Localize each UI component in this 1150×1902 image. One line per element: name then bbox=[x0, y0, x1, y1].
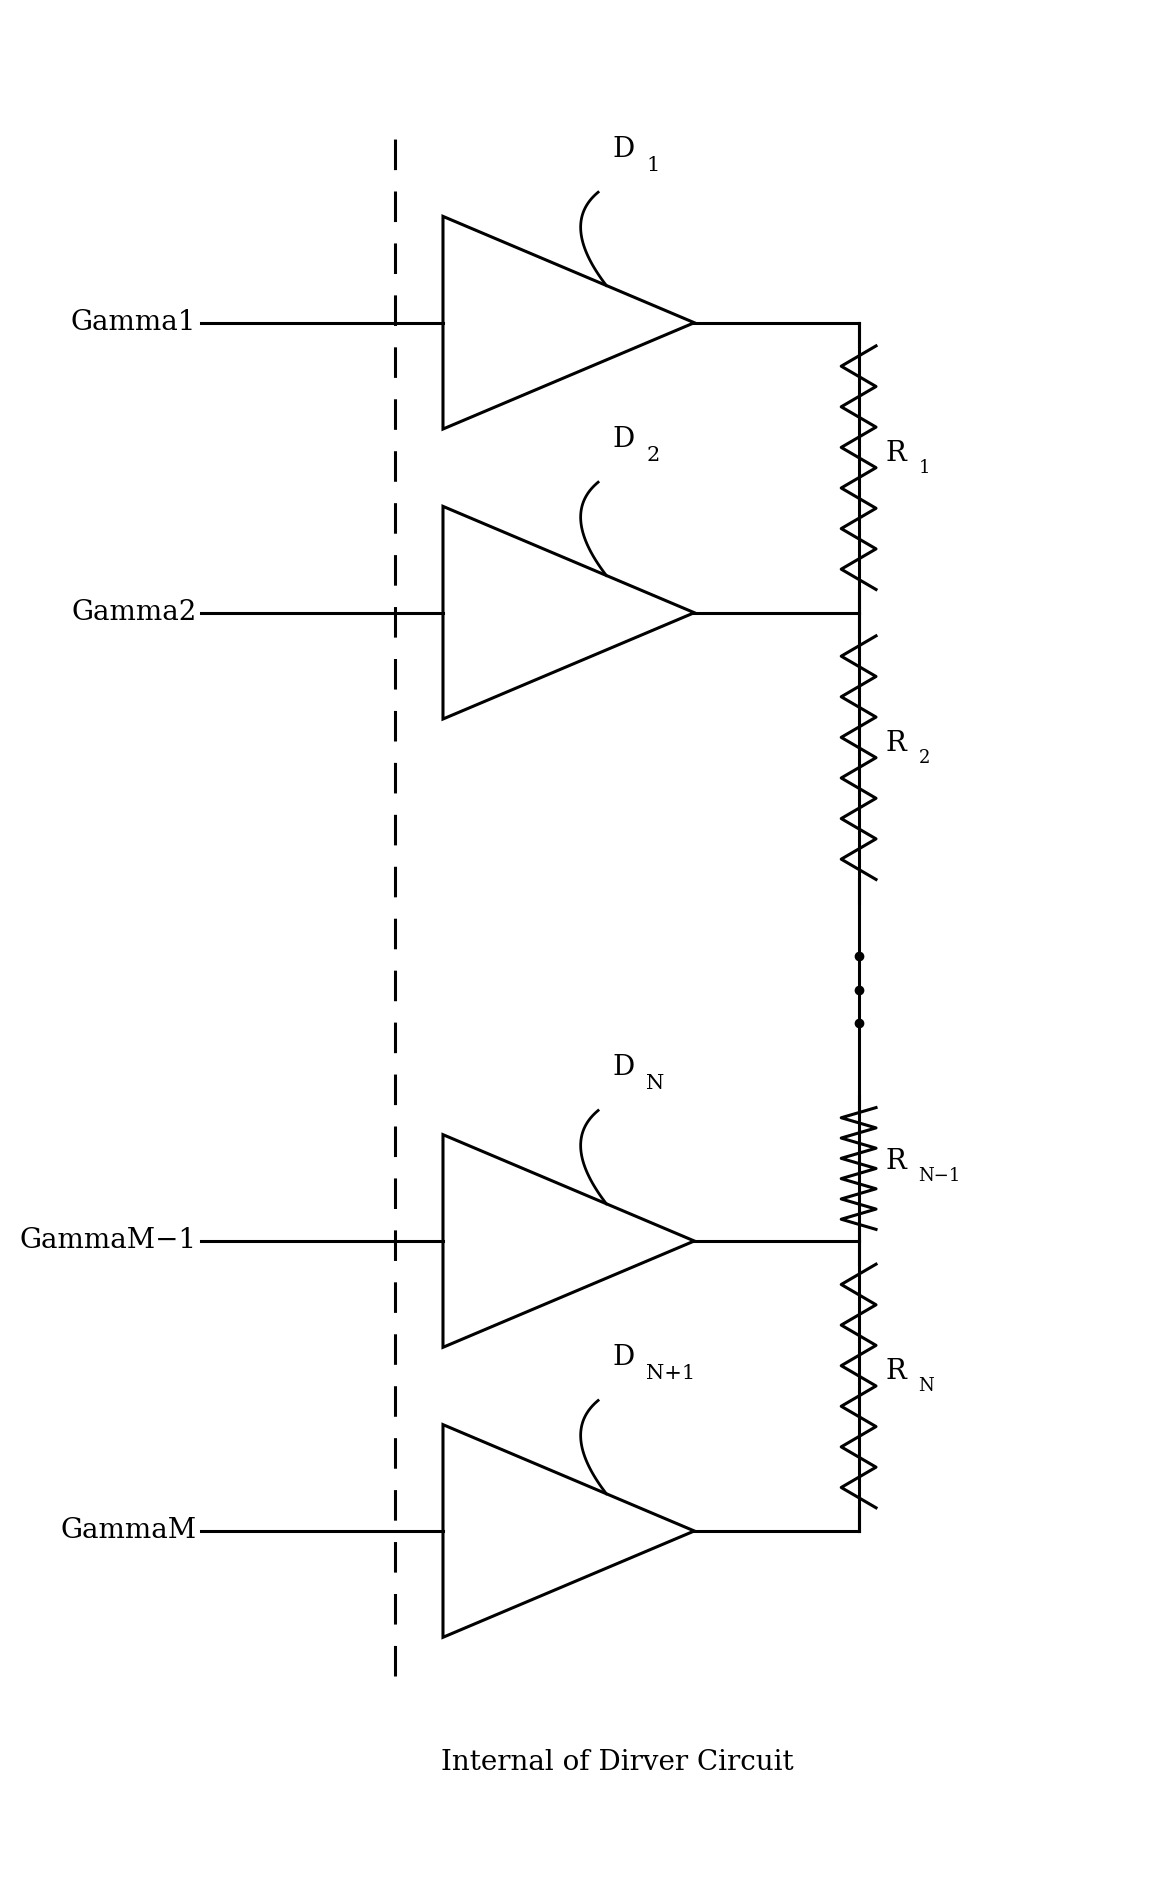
Text: R: R bbox=[886, 1358, 906, 1385]
Text: D: D bbox=[613, 426, 635, 453]
Text: 1: 1 bbox=[646, 156, 660, 175]
Text: Gamma2: Gamma2 bbox=[71, 599, 197, 626]
Text: R: R bbox=[886, 730, 906, 757]
Text: D: D bbox=[613, 1054, 635, 1082]
Text: 2: 2 bbox=[646, 445, 660, 464]
Text: N−1: N−1 bbox=[919, 1166, 961, 1185]
Text: R: R bbox=[886, 439, 906, 466]
Text: GammaM−1: GammaM−1 bbox=[20, 1227, 197, 1255]
Text: GammaM: GammaM bbox=[60, 1518, 197, 1544]
Text: Gamma1: Gamma1 bbox=[71, 310, 197, 337]
Text: 1: 1 bbox=[919, 458, 930, 477]
Text: D: D bbox=[613, 1345, 635, 1371]
Text: D: D bbox=[613, 137, 635, 164]
Text: N: N bbox=[919, 1377, 934, 1394]
Text: R: R bbox=[886, 1147, 906, 1175]
Text: N+1: N+1 bbox=[646, 1364, 696, 1383]
Text: Internal of Dirver Circuit: Internal of Dirver Circuit bbox=[440, 1750, 794, 1776]
Text: 2: 2 bbox=[919, 749, 930, 767]
Text: N: N bbox=[646, 1075, 665, 1094]
